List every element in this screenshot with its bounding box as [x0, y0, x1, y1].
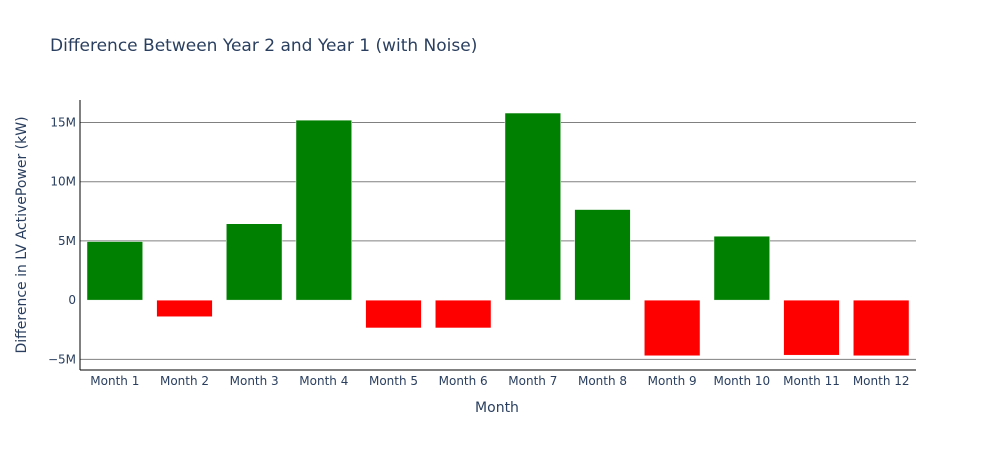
y-tick-label: 15M [50, 116, 76, 130]
bar [156, 299, 213, 317]
axes [79, 100, 916, 371]
bar [295, 119, 352, 301]
bar [713, 235, 770, 301]
y-tick-labels: −5M 0 5M 10M 15M [48, 116, 76, 367]
x-tick-label: Month 11 [783, 374, 840, 388]
bar [853, 299, 910, 357]
x-axis-label: Month [475, 400, 519, 416]
x-tick-label: Month 9 [648, 374, 697, 388]
x-tick-labels: Month 1 Month 2 Month 3 Month 4 Month 5 Month… [90, 374, 909, 388]
x-tick-label: Month 10 [713, 374, 770, 388]
bar [574, 209, 631, 301]
bar [86, 241, 143, 301]
gridlines [80, 122, 916, 360]
y-tick-label: −5M [48, 352, 76, 366]
bars [86, 112, 910, 357]
x-tick-label: Month 5 [369, 374, 418, 388]
x-tick-label: Month 8 [578, 374, 627, 388]
bar [435, 299, 492, 329]
x-tick-label: Month 6 [439, 374, 488, 388]
bar [783, 299, 840, 356]
x-tick-label: Month 1 [90, 374, 139, 388]
y-tick-label: 10M [50, 175, 76, 189]
y-axis-label: Difference in LV ActivePower (kW) [14, 116, 30, 353]
x-tick-label: Month 12 [853, 374, 910, 388]
x-tick-label: Month 4 [299, 374, 348, 388]
x-tick-label: Month 3 [230, 374, 279, 388]
bar [365, 299, 422, 329]
x-tick-label: Month 7 [508, 374, 557, 388]
y-tick-label: 0 [68, 293, 76, 307]
bar [504, 112, 561, 301]
y-tick-label: 5M [58, 234, 76, 248]
chart-title: Difference Between Year 2 and Year 1 (wi… [50, 36, 477, 56]
bar [644, 299, 701, 357]
bar [226, 223, 283, 301]
x-tick-label: Month 2 [160, 374, 209, 388]
